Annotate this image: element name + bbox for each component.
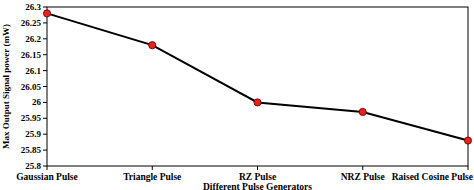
y-tick — [43, 150, 47, 151]
y-tick-label: 26 — [32, 97, 42, 107]
y-tick — [43, 54, 47, 55]
x-tick-label: NRZ Pulse — [341, 172, 385, 182]
series-line — [47, 13, 468, 140]
y-tick-label: 26.05 — [21, 82, 42, 92]
x-tick — [152, 166, 153, 170]
chart: 25.8 25.85 25.9 25.95 26 26.05 26.1 26.15 26.2 26… — [0, 0, 474, 190]
y-tick — [43, 70, 47, 71]
y-tick — [43, 134, 47, 135]
y-tick-label: 25.9 — [25, 129, 41, 139]
x-tick — [468, 166, 469, 170]
x-tick — [257, 166, 258, 170]
y-tick-label: 25.8 — [25, 161, 41, 171]
y-tick-label: 25.95 — [21, 113, 42, 123]
y-tick — [43, 118, 47, 119]
y-tick — [43, 86, 47, 87]
data-point — [149, 42, 156, 49]
y-tick-label: 25.85 — [21, 145, 42, 155]
data-point — [254, 99, 261, 106]
y-axis-label: Max Output Signal power (mW) — [1, 24, 11, 149]
y-tick-label: 26.2 — [25, 34, 41, 44]
x-axis-label: Different Pulse Generators — [203, 182, 312, 190]
x-tick — [362, 166, 363, 170]
x-tick-label: Triangle Pulse — [123, 172, 181, 182]
plot-data — [43, 10, 471, 144]
y-tick — [43, 102, 47, 103]
y-tick — [43, 166, 47, 167]
data-point — [464, 137, 471, 144]
y-tick-label: 26.3 — [25, 2, 41, 12]
x-tick-label: RZ Pulse — [239, 172, 276, 182]
y-tick — [43, 7, 47, 8]
x-tick — [47, 166, 48, 170]
y-tick-label: 26.25 — [21, 18, 42, 28]
y-tick — [43, 38, 47, 39]
y-tick-label: 26.15 — [21, 50, 42, 60]
x-tick-label: Gaussian Pulse — [16, 172, 78, 182]
x-tick-label: Raised Cosine Pulse — [392, 172, 473, 182]
data-point — [359, 108, 366, 115]
plot-frame — [47, 7, 468, 166]
data-point — [43, 10, 50, 17]
y-tick-label: 26.1 — [25, 66, 41, 76]
y-tick — [43, 22, 47, 23]
